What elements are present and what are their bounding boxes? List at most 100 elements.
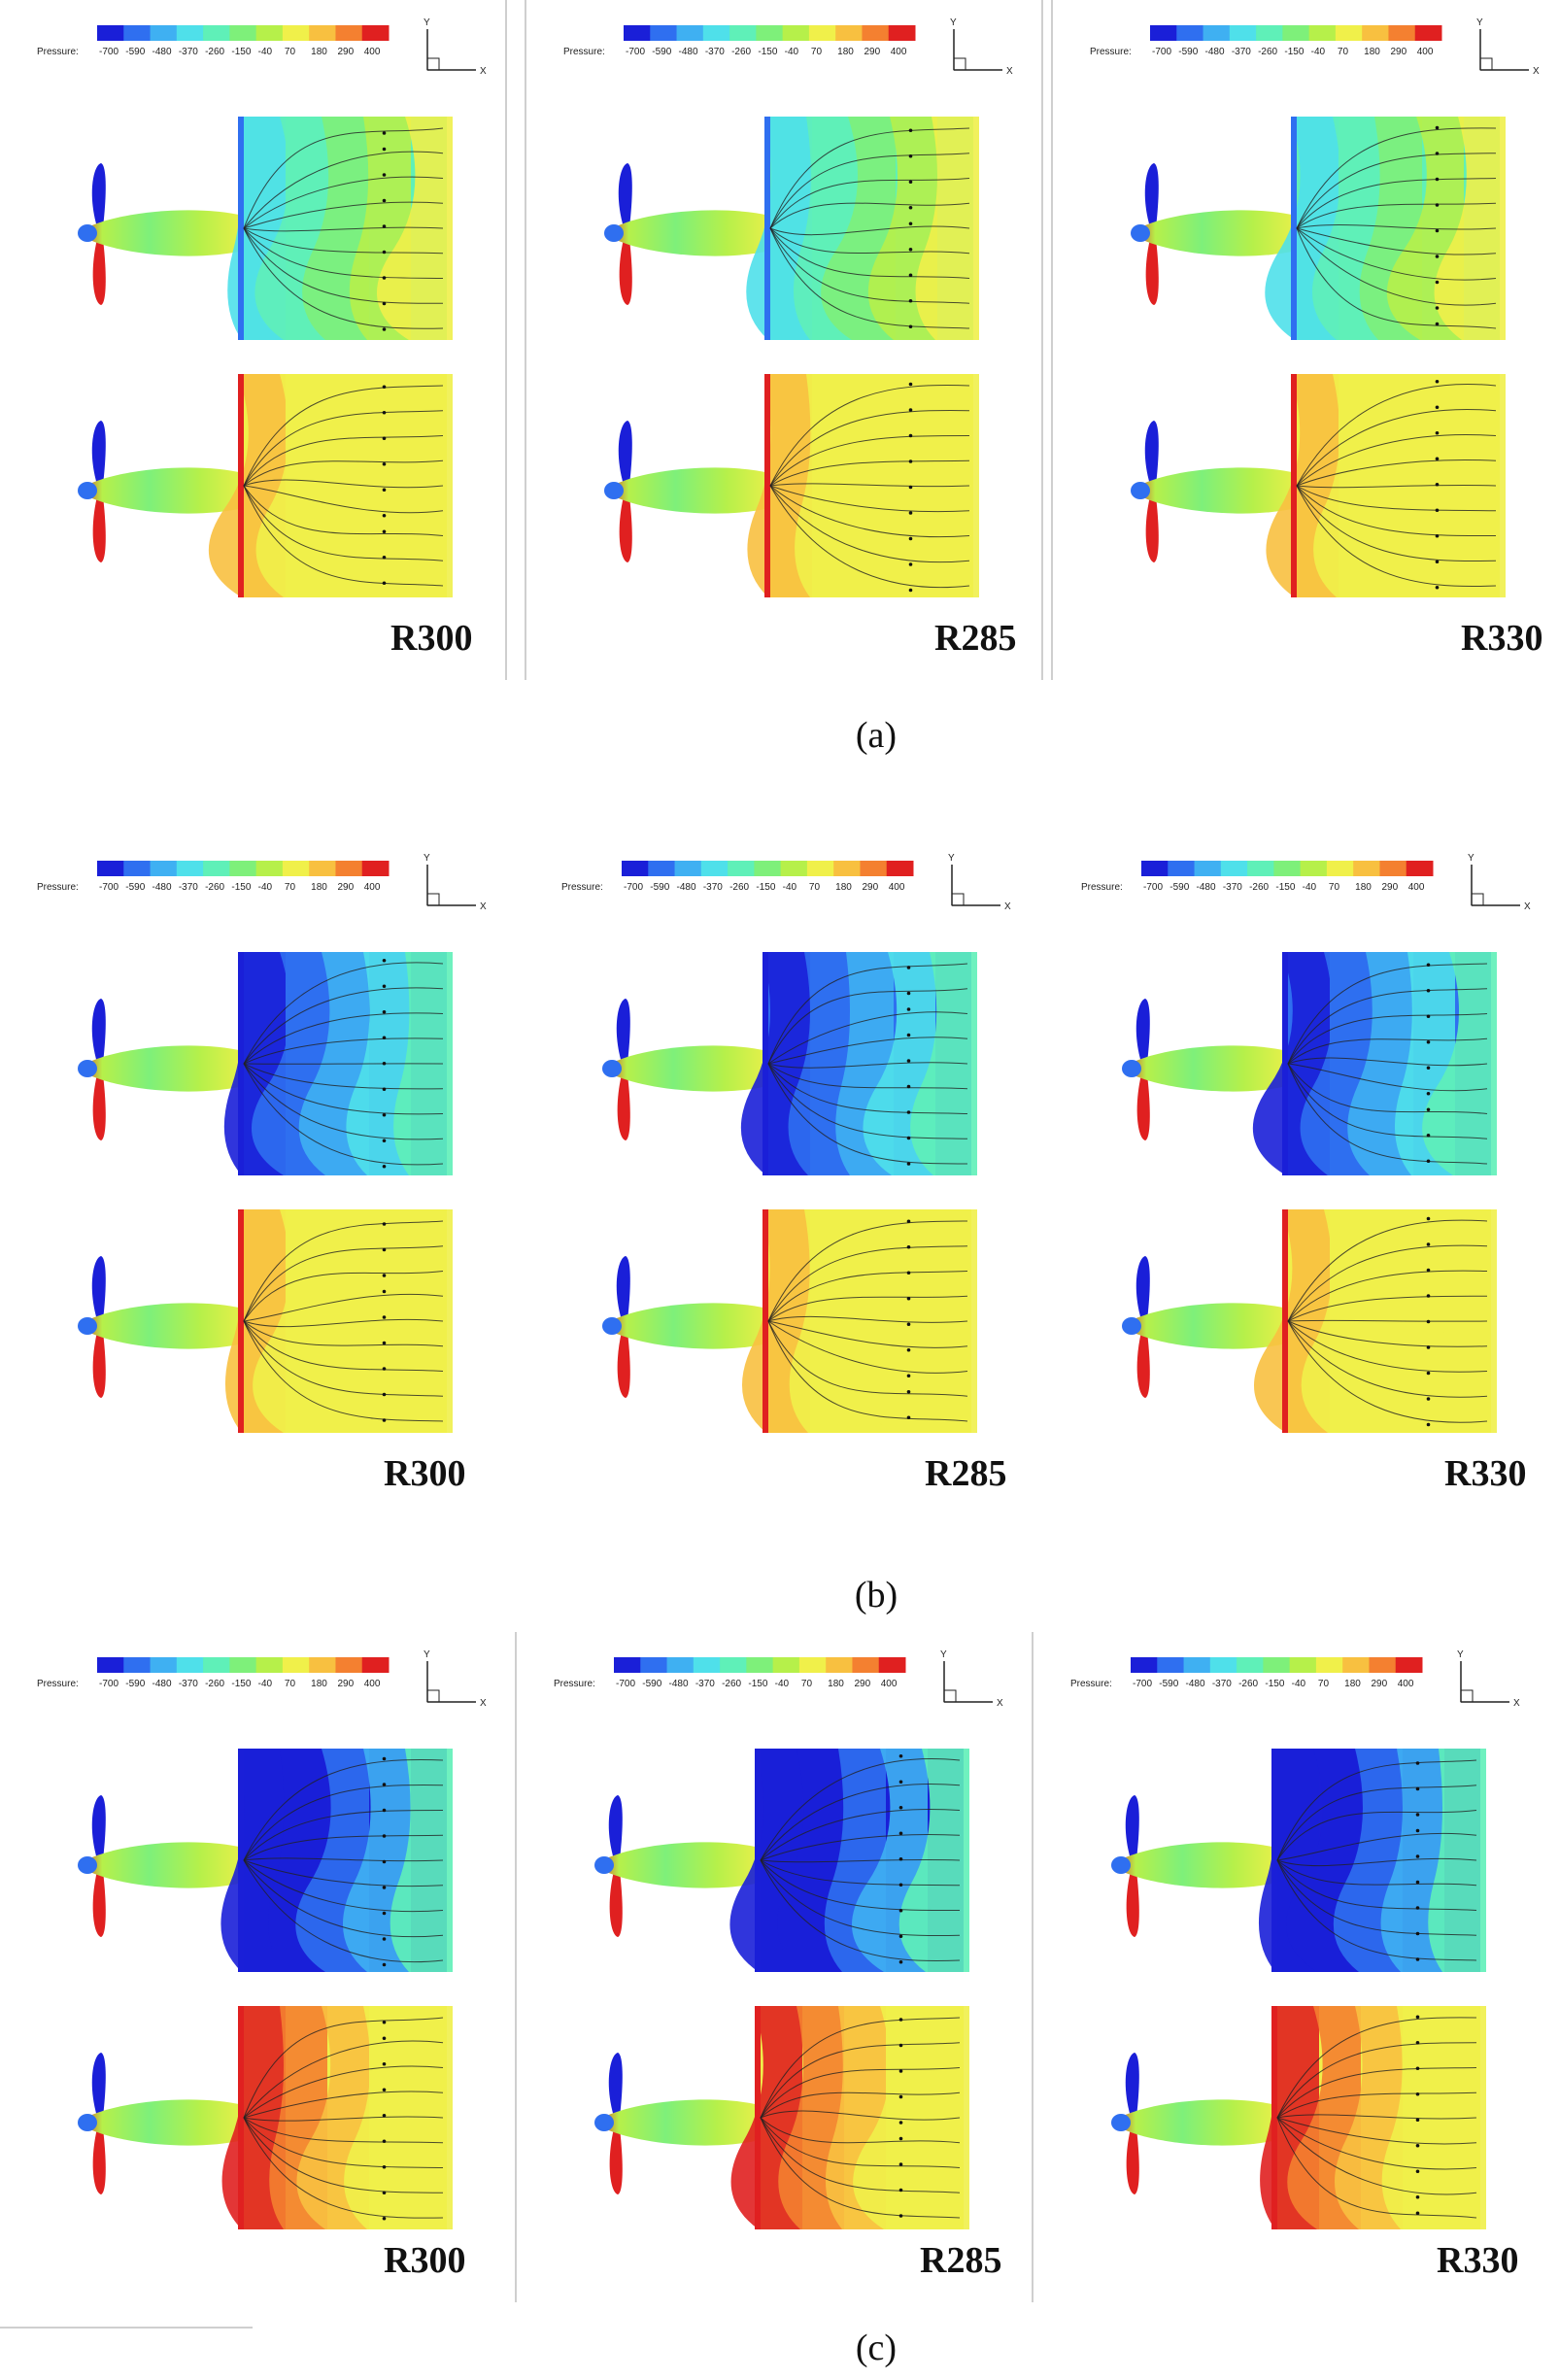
legend-tick: -40 [1311, 47, 1326, 57]
legend-title: Pressure: [563, 47, 605, 57]
pressure-plot: Pressure: -700 -590 -480 -370 -260 -150 -40 70 18… [561, 853, 1011, 1433]
streamline [243, 227, 444, 255]
legend-swatch [1342, 1657, 1370, 1673]
legend-tick: -590 [125, 1679, 145, 1689]
legend-tick: -40 [783, 882, 797, 893]
legend-tick: 70 [285, 47, 296, 57]
legend-swatch [361, 861, 390, 876]
streamline-arrow [382, 488, 387, 493]
streamline-arrow [908, 128, 913, 133]
pressure-plot: Pressure: -700 -590 -480 -370 -260 -150 -40 70 18… [563, 17, 1013, 597]
streamline-arrow [906, 1415, 911, 1420]
blade-upper [616, 1256, 630, 1320]
axis-triad: YX [1476, 17, 1540, 77]
figure-a-panel-3: Pressure: -700 -590 -480 -370 -260 -150 -40 70 18… [1051, 0, 1558, 680]
streamline-arrow [906, 1271, 911, 1275]
legend-swatch [1168, 861, 1196, 876]
streamline [1296, 485, 1497, 537]
pressure-field [220, 1749, 453, 1972]
streamline-arrow [1426, 1268, 1431, 1273]
streamline [1276, 1857, 1477, 1867]
legend-tick: -150 [231, 882, 251, 893]
legend-swatch [833, 861, 861, 876]
streamline [767, 1063, 968, 1165]
streamline-arrow [908, 536, 913, 541]
streamline-arrow [1435, 125, 1440, 130]
hub [602, 1317, 622, 1335]
streamline [769, 483, 970, 488]
legend-swatch [782, 25, 810, 41]
streamline-arrow [1435, 457, 1440, 461]
figure-a-panel-1: Pressure: -700 -590 -480 -370 -260 -150 -40 70 18… [0, 0, 507, 680]
legend-swatch [361, 25, 390, 41]
legend-tick: -40 [1303, 882, 1317, 893]
pressure-field [227, 117, 453, 340]
streamline [243, 1859, 444, 1938]
streamline [243, 1834, 444, 1861]
figure-b-panel-2: Pressure: -700 -590 -480 -370 -260 -150 -40 70 18… [525, 835, 1039, 1515]
legend-tick: -40 [258, 47, 273, 57]
legend-tick: 400 [889, 882, 905, 893]
streamline-arrow [1435, 177, 1440, 182]
blade-lower [617, 1074, 630, 1140]
streamline [1296, 485, 1497, 562]
legend-tick: -40 [785, 47, 799, 57]
pressure-band [394, 1209, 453, 1433]
hub [1111, 2114, 1131, 2131]
streamline-arrow [1435, 482, 1440, 487]
streamline [243, 485, 444, 536]
streamline [1287, 963, 1488, 1065]
streamline-arrow [1415, 1906, 1420, 1910]
streamline [1296, 227, 1497, 306]
blade-upper [618, 163, 632, 227]
blade-upper [91, 421, 106, 485]
legend-swatch [1388, 25, 1416, 41]
streamline-arrow [906, 1084, 911, 1089]
field-edge [755, 2006, 761, 2229]
pressure-field [223, 952, 453, 1175]
streamline [760, 1833, 961, 1861]
legend-tick: 180 [1355, 882, 1372, 893]
streamline [243, 410, 444, 487]
legend-tick: -260 [205, 47, 224, 57]
legend-tick: -370 [703, 882, 723, 893]
y-axis-label: Y [424, 1649, 430, 1660]
streamline-arrow [1435, 379, 1440, 384]
legend-swatch [361, 1657, 390, 1673]
streamline-arrow [908, 459, 913, 463]
streamline-arrow [382, 1139, 387, 1143]
legend-title: Pressure: [1090, 47, 1132, 57]
blade-upper [1144, 421, 1159, 485]
legend-swatch [862, 25, 890, 41]
field-edge [1282, 1209, 1288, 1433]
streamline [767, 1320, 968, 1397]
legend-tick: 290 [1390, 47, 1406, 57]
legend-tick: -480 [677, 882, 696, 893]
legend-tick: 400 [364, 1679, 381, 1689]
hub [78, 224, 97, 242]
streamline-arrow [382, 2139, 387, 2144]
streamline [769, 127, 970, 229]
streamline-arrow [382, 410, 387, 415]
streamline [769, 459, 970, 487]
blade-lower [1136, 1074, 1150, 1140]
legend-tick: -370 [179, 882, 198, 893]
legend-tick: 290 [337, 47, 354, 57]
axis-triad: YX [424, 1649, 487, 1709]
streamline [1287, 1319, 1488, 1322]
hub [78, 1060, 97, 1077]
hub [604, 482, 624, 499]
legend-title: Pressure: [37, 47, 79, 57]
hull [78, 1045, 282, 1092]
streamline [1276, 2017, 1477, 2119]
pressure-band [378, 374, 453, 597]
streamline-arrow [382, 958, 387, 963]
pressure-field [740, 952, 977, 1175]
legend-tick: 400 [1398, 1679, 1414, 1689]
streamline-arrow [906, 1110, 911, 1114]
legend-swatch [229, 861, 257, 876]
legend-swatch [282, 25, 310, 41]
field-edge [1291, 374, 1297, 597]
figure-c-panel-1: Pressure: -700 -590 -480 -370 -260 -150 -40 70 18… [0, 1632, 517, 2302]
pressure-band [910, 952, 977, 1175]
